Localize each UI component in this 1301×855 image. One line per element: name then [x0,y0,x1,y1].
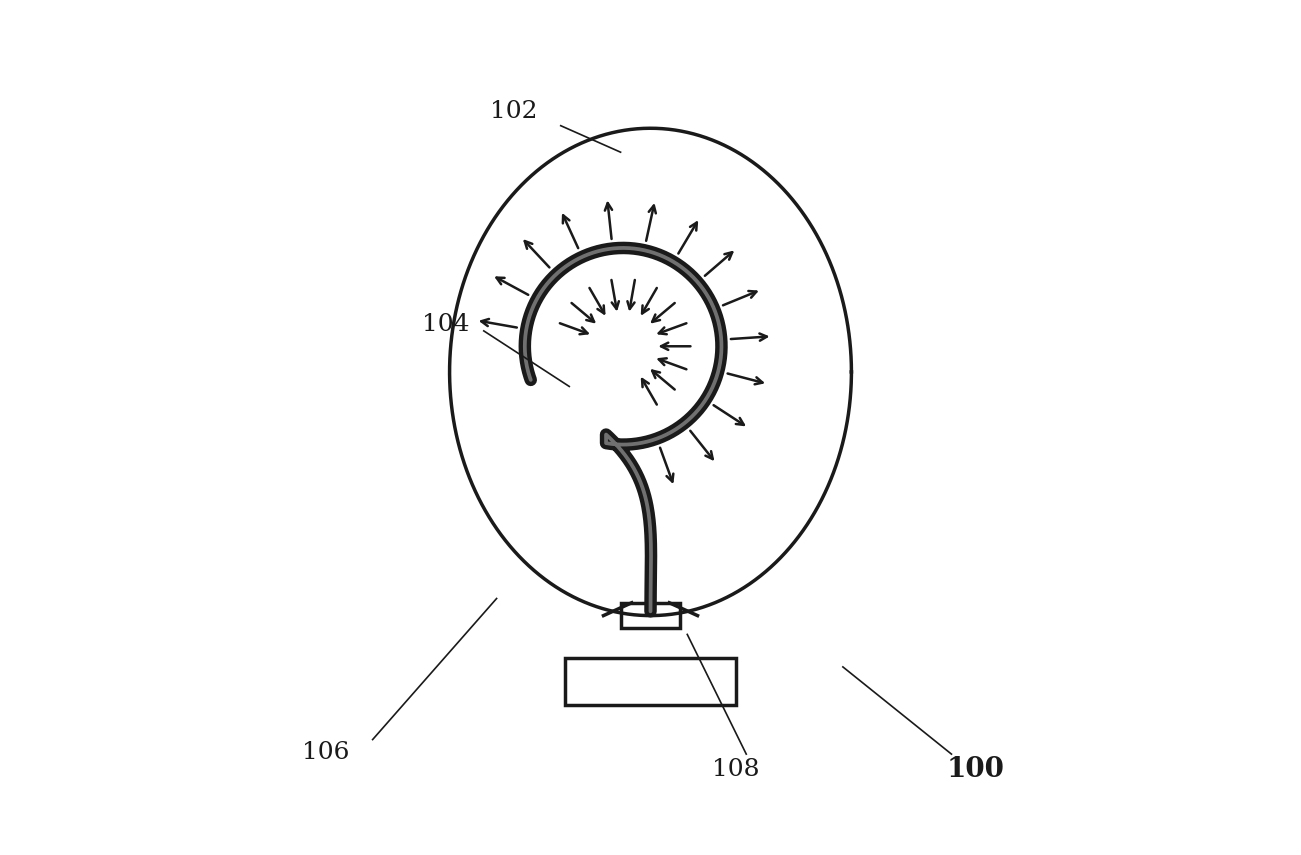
Text: 104: 104 [422,314,470,336]
Text: 100: 100 [946,756,1004,783]
Text: 102: 102 [490,100,537,122]
Text: 108: 108 [712,758,760,781]
Bar [622,603,679,628]
Bar [565,658,736,705]
Text: 106: 106 [302,741,350,764]
